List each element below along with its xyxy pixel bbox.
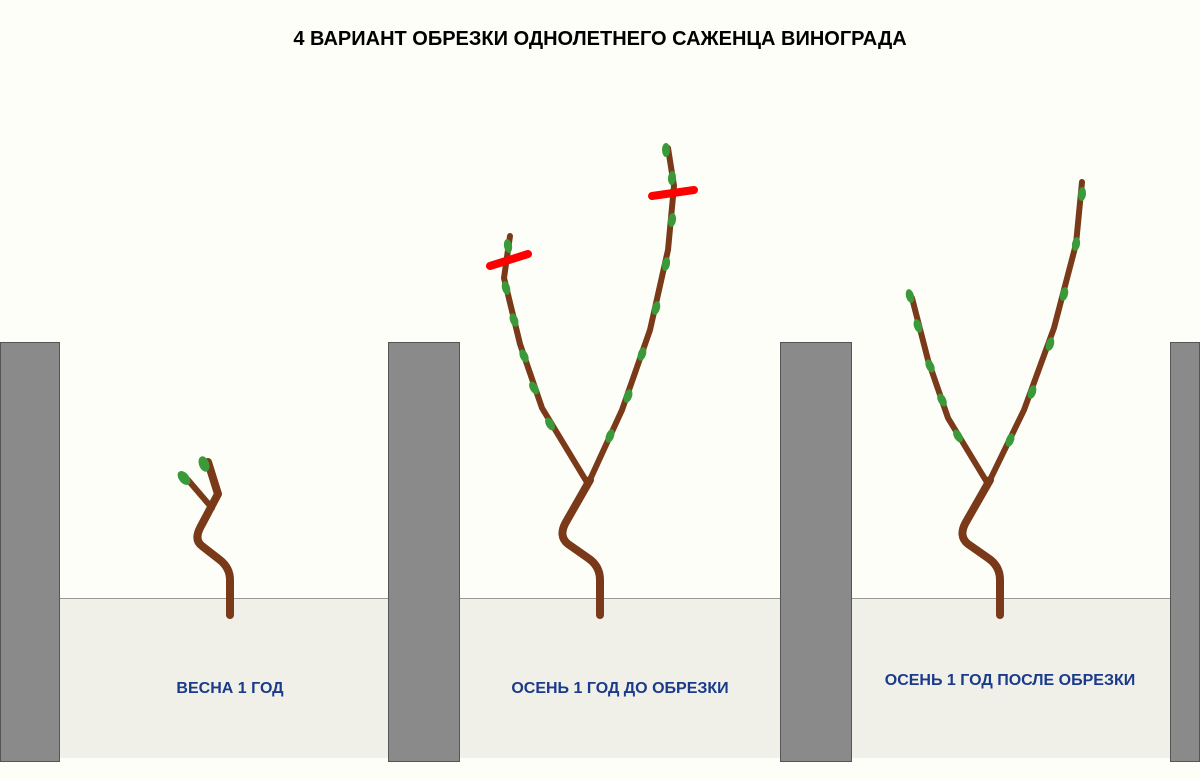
vine-bud — [661, 256, 672, 271]
vine-bud — [667, 213, 677, 228]
vine-bud — [500, 280, 511, 296]
vine-bud — [197, 455, 212, 473]
pruning-cut-mark — [652, 190, 694, 196]
vine-bud — [662, 143, 670, 157]
vine-bud — [935, 392, 949, 408]
vine-branch — [504, 236, 588, 484]
vine-branch — [562, 480, 600, 615]
vine-bud — [904, 288, 915, 304]
panel-label: ОСЕНЬ 1 ГОД ПОСЛЕ ОБРЕЗКИ — [870, 672, 1150, 690]
vine-bud — [923, 358, 936, 374]
panel-label: ВЕСНА 1 ГОД — [130, 680, 330, 698]
vine-bud — [1058, 286, 1069, 302]
vine-bud — [1004, 432, 1016, 448]
pillar — [1170, 342, 1200, 762]
vine-bud — [1071, 236, 1081, 251]
diagram-title: 4 ВАРИАНТ ОБРЕЗКИ ОДНОЛЕТНЕГО САЖЕНЦА ВИ… — [0, 28, 1200, 51]
soil-block — [460, 598, 780, 758]
pillar — [0, 342, 60, 762]
panel-label: ОСЕНЬ 1 ГОД ДО ОБРЕЗКИ — [480, 680, 760, 698]
vine-bud — [503, 238, 513, 253]
vine-bud — [1044, 336, 1056, 352]
vine-branch — [962, 480, 1000, 615]
vine-bud — [667, 171, 676, 186]
vine-bud — [175, 469, 193, 488]
vine-bud — [636, 346, 648, 362]
vine-bud — [1077, 187, 1086, 202]
pillar — [780, 342, 852, 762]
vine-bud — [650, 300, 661, 316]
vine-bud — [543, 416, 557, 432]
vine-branch — [197, 462, 230, 615]
vine-branch — [188, 480, 212, 508]
vine-branch — [588, 148, 674, 484]
vine-bud — [1026, 384, 1038, 400]
vine-bud — [604, 428, 616, 444]
vine-bud — [951, 428, 965, 444]
vine-bud — [517, 348, 530, 364]
pruning-cut-mark — [490, 254, 528, 266]
vine-bud — [912, 318, 924, 334]
vine-branch — [988, 182, 1082, 484]
vine-bud — [622, 388, 634, 404]
vine-branch — [912, 298, 988, 484]
vine-plant — [450, 140, 750, 620]
soil-block — [60, 598, 388, 758]
vine-plant — [160, 450, 300, 620]
vine-bud — [508, 312, 520, 328]
pillar — [388, 342, 460, 762]
vine-bud — [527, 380, 541, 396]
vine-plant — [850, 170, 1150, 620]
